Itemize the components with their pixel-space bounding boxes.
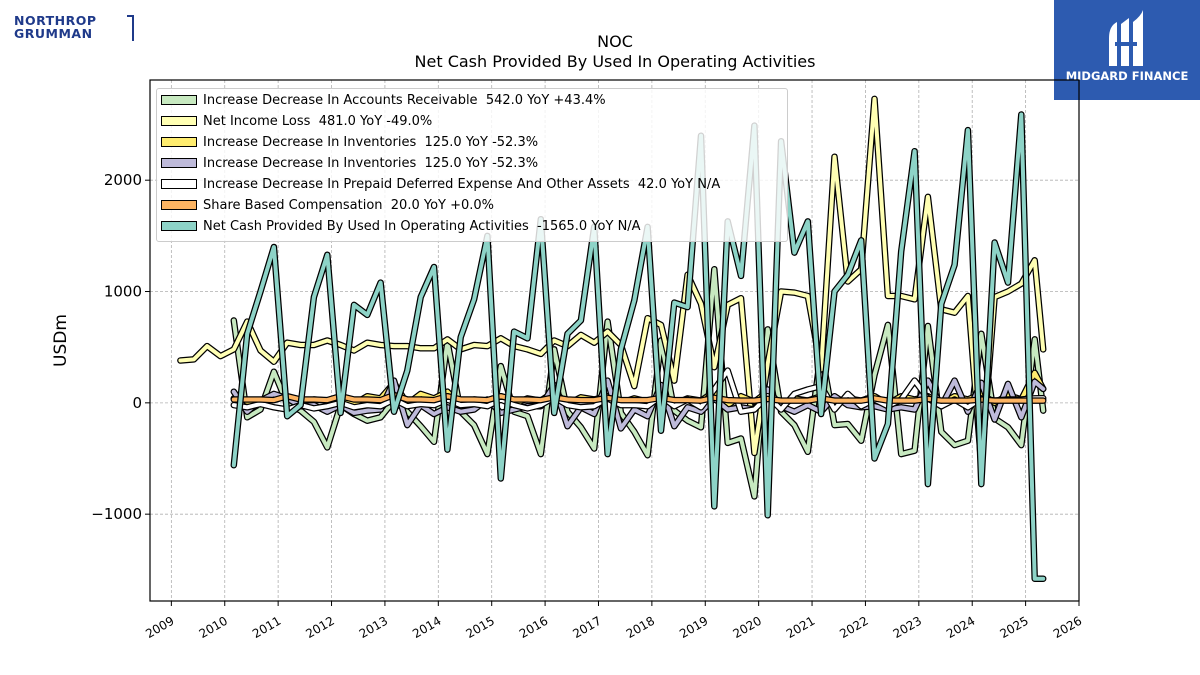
chart-legend: Increase Decrease In Accounts Receivable… (156, 88, 788, 242)
legend-item: Net Cash Provided By Used In Operating A… (161, 216, 641, 236)
x-tick-label: 2025 (997, 614, 1030, 641)
x-tick-label: 2026 (1051, 614, 1084, 641)
y-tick-label: −1000 (91, 505, 142, 523)
legend-label: Increase Decrease In Inventories 125.0 Y… (203, 155, 539, 171)
legend-swatch (161, 137, 197, 147)
logo-bracket-mark (127, 15, 134, 41)
legend-item: Increase Decrease In Prepaid Deferred Ex… (161, 174, 720, 194)
midgard-logo-mark-icon (1109, 10, 1143, 66)
legend-swatch (161, 179, 197, 189)
chart-title: NOC (597, 32, 633, 51)
series-line-0 (231, 267, 1046, 499)
x-tick-label: 2020 (731, 614, 764, 641)
midgard-finance-logo: MIDGARD FINANCE (1054, 0, 1200, 100)
x-tick-label: 2010 (197, 614, 230, 641)
legend-swatch (161, 158, 197, 168)
x-tick-label: 2021 (784, 614, 817, 641)
y-tick-label: 2000 (104, 171, 142, 189)
x-tick-label: 2019 (677, 614, 710, 641)
x-tick-label: 2012 (303, 614, 336, 641)
series-line-1 (178, 96, 1046, 468)
legend-item: Increase Decrease In Accounts Receivable… (161, 90, 606, 110)
logo-text-line-2: GRUMMAN (14, 26, 93, 41)
series-line-3 (231, 378, 1046, 431)
legend-swatch (161, 200, 197, 210)
logo-text-line-1: NORTHROP (14, 13, 97, 28)
x-tick-label: 2013 (357, 614, 390, 641)
x-tick-label: 2014 (410, 614, 443, 641)
legend-swatch (161, 116, 197, 126)
y-axis-label: USDm (51, 314, 71, 367)
series-line-5 (231, 393, 1046, 403)
x-tick-label: 2009 (143, 614, 176, 641)
series-line-4 (231, 368, 1046, 414)
legend-label: Increase Decrease In Prepaid Deferred Ex… (203, 176, 721, 192)
legend-swatch (161, 221, 197, 231)
legend-label: Increase Decrease In Accounts Receivable… (203, 92, 606, 108)
x-tick-label: 2011 (250, 614, 283, 641)
x-tick-label: 2015 (464, 614, 497, 641)
y-tick-label: 0 (132, 394, 142, 412)
chart-subtitle: Net Cash Provided By Used In Operating A… (414, 52, 816, 71)
series-line-6 (231, 112, 1046, 581)
y-tick-label: 1000 (104, 283, 142, 301)
series-lines (177, 95, 1047, 582)
x-tick-label: 2022 (837, 614, 870, 641)
x-tick-label: 2017 (570, 614, 603, 641)
x-tick-label: 2024 (944, 614, 977, 641)
x-tick-label: 2023 (891, 614, 924, 641)
legend-item: Increase Decrease In Inventories 125.0 Y… (161, 153, 538, 173)
legend-label: Net Cash Provided By Used In Operating A… (203, 218, 641, 234)
x-tick-label: 2018 (624, 614, 657, 641)
plot-frame (149, 79, 1080, 602)
legend-item: Share Based Compensation 20.0 YoY +0.0% (161, 195, 494, 215)
legend-label: Net Income Loss 481.0 YoY -49.0% (203, 113, 433, 129)
legend-item: Net Income Loss 481.0 YoY -49.0% (161, 111, 432, 131)
x-tick-label: 2016 (517, 614, 550, 641)
legend-swatch (161, 95, 197, 105)
legend-label: Increase Decrease In Inventories 125.0 Y… (203, 134, 539, 150)
legend-label: Share Based Compensation 20.0 YoY +0.0% (203, 197, 495, 213)
northrop-grumman-logo: NORTHROP GRUMMAN (14, 12, 134, 46)
midgard-logo-text: MIDGARD FINANCE (1065, 69, 1189, 83)
legend-item: Increase Decrease In Inventories 125.0 Y… (161, 132, 538, 152)
